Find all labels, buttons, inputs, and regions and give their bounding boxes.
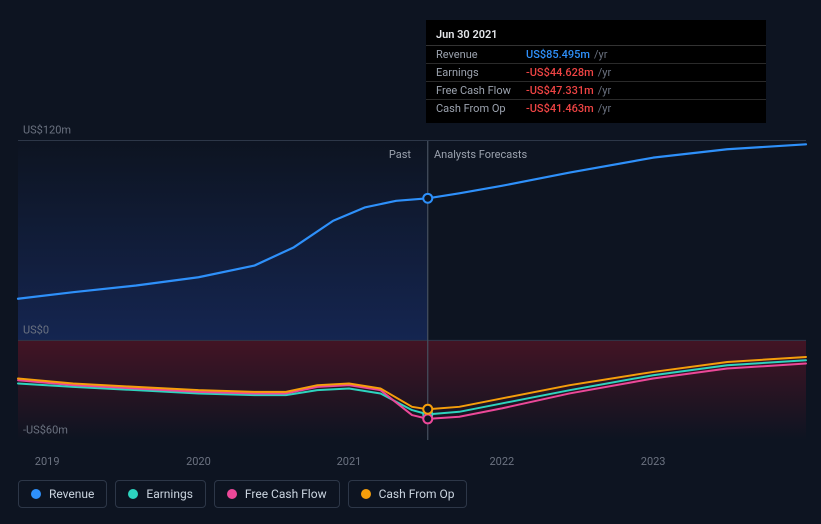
x-axis-label: 2023 <box>641 455 666 468</box>
legend-dot-icon <box>31 489 41 499</box>
past-label: Past <box>389 148 411 161</box>
tooltip-row: RevenueUS$85.495m/yr <box>426 46 766 64</box>
tooltip-metric-unit: /yr <box>598 66 611 79</box>
plot-area <box>18 140 806 440</box>
tooltip-metric-value: -US$44.628m <box>526 66 594 79</box>
legend-label: Free Cash Flow <box>245 487 327 501</box>
legend: Revenue Earnings Free Cash Flow Cash From O… <box>18 480 467 508</box>
tooltip-metric-label: Free Cash Flow <box>436 84 526 97</box>
chart-svg <box>18 141 806 440</box>
y-axis-label: US$120m <box>23 124 71 137</box>
tooltip-metric-unit: /yr <box>598 102 611 115</box>
tooltip-date: Jun 30 2021 <box>426 26 766 46</box>
tooltip-metric-label: Cash From Op <box>436 102 526 115</box>
legend-dot-icon <box>128 489 138 499</box>
tooltip-metric-label: Revenue <box>436 48 526 61</box>
financial-chart: Jun 30 2021 RevenueUS$85.495m/yrEarnings… <box>0 0 821 524</box>
legend-label: Cash From Op <box>379 487 455 501</box>
legend-label: Earnings <box>146 487 193 501</box>
y-axis-label: -US$60m <box>23 424 68 437</box>
legend-dot-icon <box>361 489 371 499</box>
legend-dot-icon <box>227 489 237 499</box>
legend-item-revenue[interactable]: Revenue <box>18 480 107 508</box>
x-axis-label: 2020 <box>186 455 211 468</box>
tooltip-metric-unit: /yr <box>598 84 611 97</box>
tooltip-row: Cash From Op-US$41.463m/yr <box>426 100 766 117</box>
tooltip-metric-unit: /yr <box>594 48 607 61</box>
chart-tooltip: Jun 30 2021 RevenueUS$85.495m/yrEarnings… <box>426 20 766 123</box>
legend-item-free-cash-flow[interactable]: Free Cash Flow <box>214 480 340 508</box>
legend-item-cash-from-op[interactable]: Cash From Op <box>348 480 468 508</box>
y-axis-label: US$0 <box>23 324 49 337</box>
tooltip-row: Free Cash Flow-US$47.331m/yr <box>426 82 766 100</box>
legend-item-earnings[interactable]: Earnings <box>115 480 206 508</box>
x-axis-label: 2022 <box>489 455 514 468</box>
tooltip-metric-value: -US$47.331m <box>526 84 594 97</box>
tooltip-metric-value: -US$41.463m <box>526 102 594 115</box>
tooltip-metric-label: Earnings <box>436 66 526 79</box>
tooltip-rows: RevenueUS$85.495m/yrEarnings-US$44.628m/… <box>426 46 766 117</box>
x-axis-label: 2019 <box>35 455 60 468</box>
forecast-label: Analysts Forecasts <box>434 148 527 161</box>
tooltip-row: Earnings-US$44.628m/yr <box>426 64 766 82</box>
x-axis-label: 2021 <box>337 455 362 468</box>
tooltip-metric-value: US$85.495m <box>526 48 590 61</box>
legend-label: Revenue <box>49 487 94 501</box>
